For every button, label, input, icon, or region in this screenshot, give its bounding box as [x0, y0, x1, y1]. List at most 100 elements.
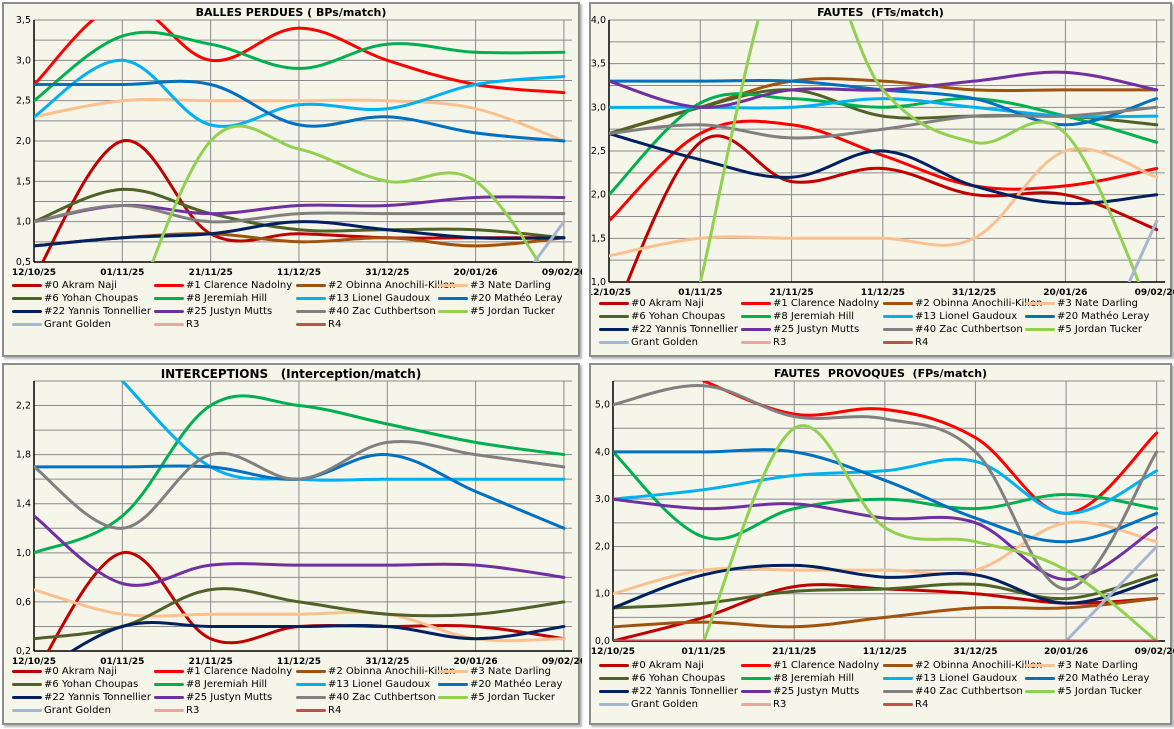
legend-swatch	[438, 283, 468, 287]
legend-swatch	[12, 309, 42, 313]
legend-label: #25 Justyn Mutts	[773, 686, 860, 697]
legend-label: #8 Jeremiah Hill	[186, 293, 268, 304]
legend-entry: #5 Jordan Tucker	[1025, 323, 1142, 336]
legend-entry: #13 Lionel Gaudoux	[883, 310, 1017, 323]
chart-fautes-provoques: FAUTES PROVOQUES (FPs/match) 0,0 1,0 2,0 3,…	[589, 363, 1174, 725]
legend-entry: #1 Clarence Nadolny	[154, 279, 292, 292]
x-tick-label: 09/02/26	[542, 657, 582, 667]
legend-label: #1 Clarence Nadolny	[773, 660, 880, 671]
y-tick-label: 2,2	[16, 401, 31, 412]
legend-label: #8 Jeremiah Hill	[773, 311, 855, 322]
legend-swatch	[296, 322, 326, 326]
legend-label: #25 Justyn Mutts	[773, 324, 860, 335]
legend-label: #13 Lionel Gaudoux	[328, 679, 431, 690]
legend-entry: #6 Yohan Choupas	[12, 292, 138, 305]
y-tick-label: 3,5	[16, 15, 31, 26]
series-line--40-zac-cuthbertson	[613, 384, 1159, 591]
legend-entry: #13 Lionel Gaudoux	[296, 678, 430, 691]
series-line--22-yannis-tonnellier	[34, 220, 566, 248]
legend-swatch	[438, 695, 468, 699]
legend-label: #8 Jeremiah Hill	[186, 679, 268, 690]
legend-label: #13 Lionel Gaudoux	[328, 293, 431, 304]
legend-entry: #0 Akram Naji	[12, 279, 117, 292]
legend-entry: #22 Yannis Tonnellier	[12, 691, 151, 704]
legend-swatch	[12, 296, 42, 300]
chart-title: FAUTES PROVOQUES (FPs/match)	[773, 367, 988, 380]
legend-label: #0 Akram Naji	[44, 280, 117, 291]
legend-entry: Grant Golden	[12, 318, 111, 331]
legend-label: #8 Jeremiah Hill	[773, 673, 855, 684]
legend-swatch	[296, 708, 326, 712]
chart-title: BALLES PERDUES ( BPs/match)	[195, 6, 387, 19]
legend-swatch	[438, 309, 468, 313]
legend-entry: #3 Nate Darling	[438, 279, 551, 292]
legend-label: #5 Jordan Tucker	[470, 306, 556, 317]
y-tick-label: 2,0	[591, 190, 606, 201]
legend-entry: #40 Zac Cuthbertson	[883, 323, 1023, 336]
y-tick-label: 0,5	[16, 257, 31, 268]
legend-swatch	[599, 689, 629, 693]
legend-swatch	[741, 327, 771, 331]
x-tick-label: 01/11/25	[682, 647, 726, 657]
legend-entry: #13 Lionel Gaudoux	[883, 672, 1017, 685]
legend-entry: #25 Justyn Mutts	[741, 323, 859, 336]
legend-label: #40 Zac Cuthbertson	[915, 686, 1023, 697]
legend-swatch	[599, 676, 629, 680]
legend-label: R3	[186, 319, 200, 330]
legend-entry: #3 Nate Darling	[1025, 297, 1138, 310]
legend-entry: R3	[154, 318, 199, 331]
x-tick-label: 31/12/25	[365, 268, 409, 278]
legend-entry: Grant Golden	[12, 704, 111, 717]
legend-label: #6 Yohan Choupas	[631, 673, 726, 684]
series-line--0-akram-naji	[46, 551, 566, 651]
legend-label: #1 Clarence Nadolny	[773, 298, 880, 309]
legend-entry: #13 Lionel Gaudoux	[296, 292, 430, 305]
legend-entry: #22 Yannis Tonnellier	[599, 685, 738, 698]
series-line--3-nate-darling	[609, 147, 1159, 258]
legend-swatch	[1025, 314, 1055, 318]
legend-swatch	[154, 296, 184, 300]
x-tick-label: 01/11/25	[678, 288, 722, 298]
series-line--8-jeremiah-hill	[613, 450, 1159, 541]
legend-label: Grant Golden	[631, 699, 698, 710]
y-tick-label: 2,5	[16, 96, 31, 107]
x-tick-label: 12/10/25	[591, 647, 635, 657]
legend-swatch	[883, 689, 913, 693]
legend-swatch	[599, 327, 629, 331]
legend-entry: R3	[154, 704, 199, 717]
plot-area: 0,2 0,6 1,0 1,4 1,8 2,2 12/10/25 01/11/25 21/11/…	[12, 380, 582, 667]
legend-entry: #22 Yannis Tonnellier	[599, 323, 738, 336]
legend-entry: #40 Zac Cuthbertson	[296, 305, 436, 318]
legend-swatch	[599, 301, 629, 305]
legend-entry: #40 Zac Cuthbertson	[883, 685, 1023, 698]
legend-swatch	[438, 296, 468, 300]
legend-label: #2 Obinna Anochili-Killen	[328, 666, 456, 677]
legend-label: R3	[773, 699, 787, 710]
x-tick-label: 20/01/26	[454, 657, 498, 667]
y-tick-label: 1,0	[16, 548, 31, 559]
series-line--40-zac-cuthbertson	[34, 440, 566, 530]
legend-label: #2 Obinna Anochili-Killen	[915, 298, 1043, 309]
legend-swatch	[741, 676, 771, 680]
series-line--22-yannis-tonnellier	[69, 621, 566, 651]
legend-label: #1 Clarence Nadolny	[186, 666, 293, 677]
x-tick-label: 31/12/25	[953, 647, 997, 657]
series-line-grant-golden	[532, 220, 566, 262]
x-tick-label: 12/10/25	[12, 268, 56, 278]
legend-entry: #40 Zac Cuthbertson	[296, 691, 436, 704]
legend-label: R3	[773, 337, 787, 348]
y-tick-label: 3,0	[595, 494, 610, 505]
legend-swatch	[1025, 663, 1055, 667]
legend-label: #1 Clarence Nadolny	[186, 280, 293, 291]
legend-label: #40 Zac Cuthbertson	[915, 324, 1023, 335]
legend-swatch	[154, 309, 184, 313]
series-line--8-jeremiah-hill	[34, 394, 566, 555]
legend-entry: #1 Clarence Nadolny	[154, 665, 292, 678]
x-tick-label: 09/02/26	[1135, 288, 1174, 298]
legend-swatch	[296, 695, 326, 699]
legend-label: R4	[328, 705, 342, 716]
series-line--1-clarence-nadolny	[702, 381, 1159, 515]
legend-entry: #8 Jeremiah Hill	[741, 672, 854, 685]
legend-label: R3	[186, 705, 200, 716]
legend-entry: #20 Mathéo Leray	[438, 678, 562, 691]
